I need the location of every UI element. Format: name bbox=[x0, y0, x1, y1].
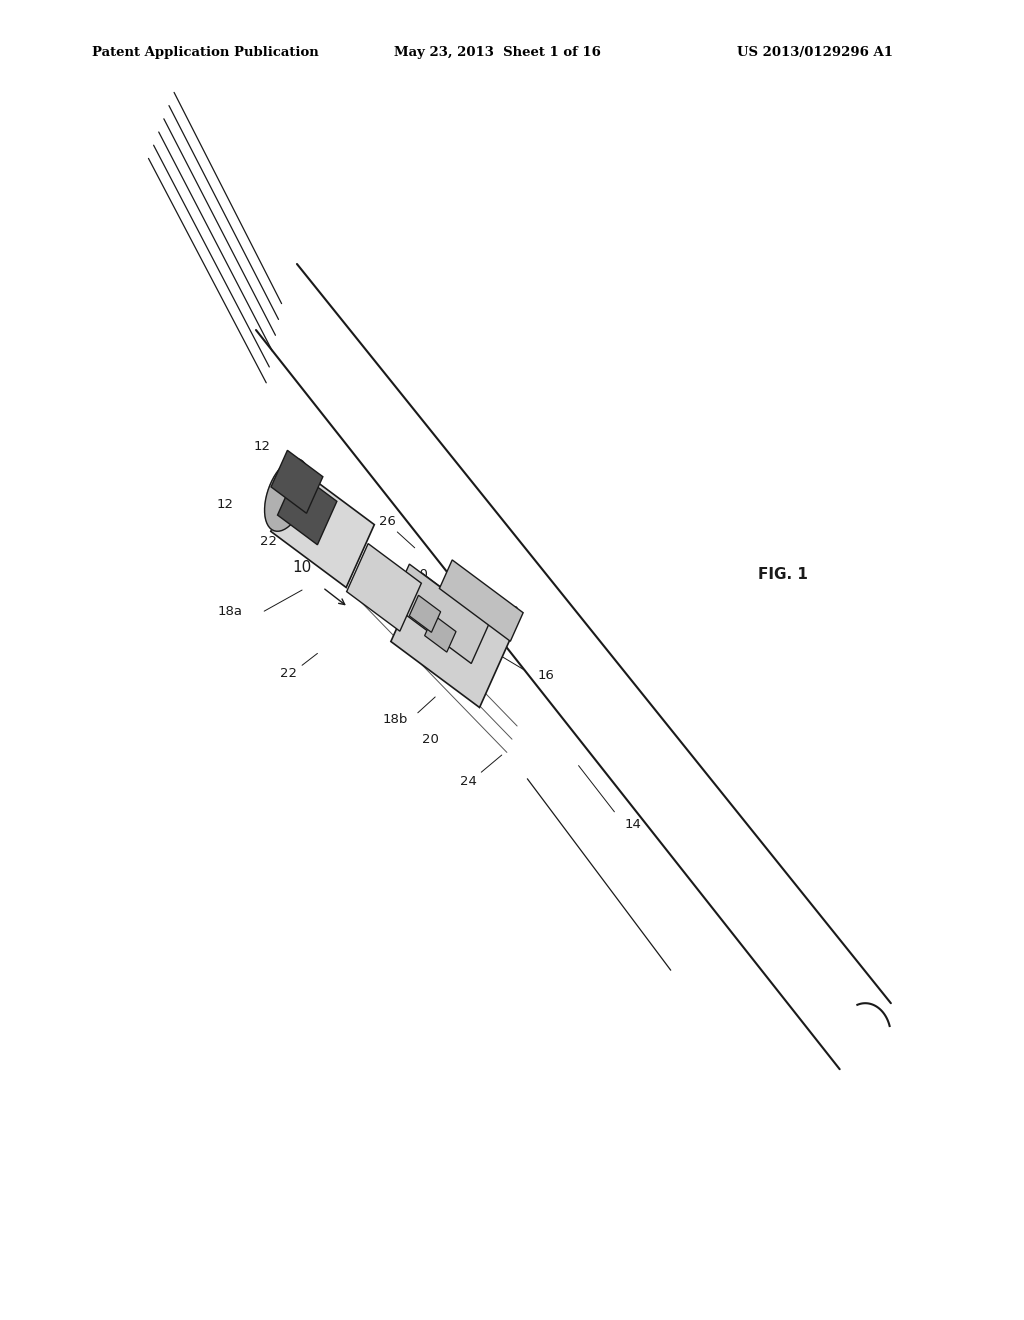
Text: 12: 12 bbox=[254, 440, 270, 453]
Text: 18b: 18b bbox=[383, 713, 408, 726]
Polygon shape bbox=[439, 560, 523, 642]
Text: 20: 20 bbox=[412, 568, 428, 581]
Text: Patent Application Publication: Patent Application Publication bbox=[92, 46, 318, 59]
Polygon shape bbox=[270, 469, 375, 587]
Text: 28: 28 bbox=[502, 605, 518, 618]
Polygon shape bbox=[347, 544, 421, 631]
Polygon shape bbox=[391, 573, 510, 708]
Polygon shape bbox=[271, 450, 323, 513]
Text: 10: 10 bbox=[293, 560, 311, 576]
Text: FIG. 1: FIG. 1 bbox=[758, 566, 808, 582]
Text: 18a: 18a bbox=[218, 605, 243, 618]
Polygon shape bbox=[410, 595, 440, 632]
Text: 16: 16 bbox=[538, 669, 554, 682]
Text: 26: 26 bbox=[379, 515, 395, 528]
Text: US 2013/0129296 A1: US 2013/0129296 A1 bbox=[737, 46, 893, 59]
Polygon shape bbox=[425, 615, 456, 652]
Text: 14: 14 bbox=[625, 818, 641, 832]
Text: 22: 22 bbox=[281, 667, 297, 680]
Text: 12: 12 bbox=[217, 498, 233, 511]
Polygon shape bbox=[391, 564, 489, 664]
Text: 24: 24 bbox=[460, 775, 476, 788]
Polygon shape bbox=[278, 471, 337, 545]
Text: 22: 22 bbox=[260, 535, 276, 548]
Text: 20: 20 bbox=[422, 733, 438, 746]
Polygon shape bbox=[264, 459, 309, 531]
Text: May 23, 2013  Sheet 1 of 16: May 23, 2013 Sheet 1 of 16 bbox=[394, 46, 601, 59]
